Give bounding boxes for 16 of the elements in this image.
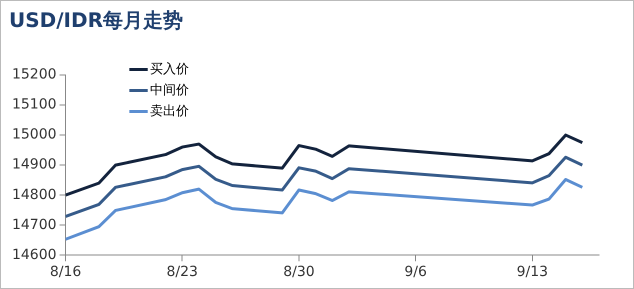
x-tick-label: 9/13: [516, 264, 548, 280]
y-tick-label: 14800: [12, 186, 57, 203]
legend-label: 卖出价: [150, 104, 190, 119]
x-tick-label: 8/16: [50, 264, 82, 280]
y-tick-label: 14900: [12, 156, 57, 173]
y-tick-label: 14700: [12, 216, 57, 233]
x-tick-label: 8/23: [166, 264, 198, 280]
chart-title: USD/IDR每月走势: [9, 7, 183, 34]
x-tick-label: 9/6: [404, 264, 427, 280]
y-tick-label: 15200: [12, 66, 57, 83]
y-tick-label: 14600: [12, 246, 57, 263]
x-tick-label: 8/30: [283, 264, 315, 280]
y-tick-label: 15100: [12, 96, 57, 113]
legend-label: 买入价: [150, 62, 190, 77]
y-tick-label: 15000: [12, 126, 57, 143]
legend-label: 中间价: [150, 82, 190, 98]
